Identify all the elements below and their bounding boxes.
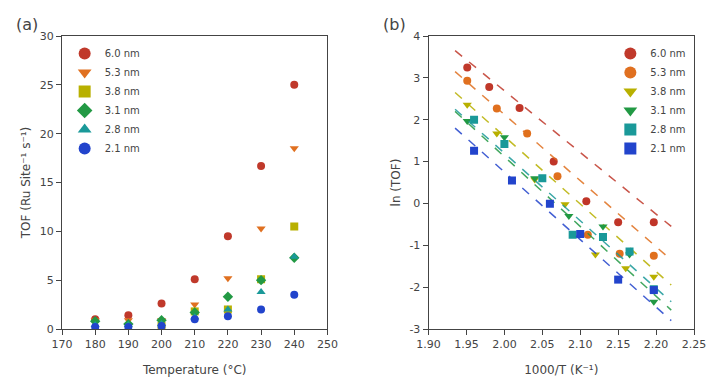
svg-text:250: 250 — [317, 338, 338, 351]
svg-text:190: 190 — [118, 338, 139, 351]
svg-text:-2: -2 — [409, 281, 420, 294]
svg-text:3.1 nm: 3.1 nm — [650, 105, 685, 116]
svg-text:220: 220 — [217, 338, 238, 351]
svg-text:2.15: 2.15 — [606, 338, 631, 351]
svg-text:2.10: 2.10 — [568, 338, 593, 351]
svg-text:1: 1 — [413, 155, 420, 168]
svg-text:0: 0 — [47, 323, 54, 336]
svg-text:170: 170 — [52, 338, 73, 351]
svg-text:25: 25 — [40, 79, 54, 92]
svg-text:3.8 nm: 3.8 nm — [105, 86, 140, 97]
svg-text:4: 4 — [413, 30, 420, 43]
svg-text:2.25: 2.25 — [682, 338, 707, 351]
svg-text:1.95: 1.95 — [454, 338, 479, 351]
svg-text:5.3 nm: 5.3 nm — [105, 67, 140, 78]
svg-text:200: 200 — [151, 338, 172, 351]
svg-text:5.3 nm: 5.3 nm — [650, 67, 685, 78]
svg-text:1.90: 1.90 — [416, 338, 441, 351]
svg-text:Temperature (°C): Temperature (°C) — [142, 363, 247, 377]
svg-text:2.20: 2.20 — [644, 338, 669, 351]
svg-text:(b): (b) — [383, 15, 406, 34]
svg-text:2: 2 — [413, 114, 420, 127]
svg-text:240: 240 — [284, 338, 305, 351]
svg-text:20: 20 — [40, 128, 54, 141]
svg-text:2.8 nm: 2.8 nm — [650, 124, 685, 135]
svg-text:2.8 nm: 2.8 nm — [105, 124, 140, 135]
svg-text:6.0 nm: 6.0 nm — [105, 48, 140, 59]
svg-text:-3: -3 — [409, 323, 420, 336]
svg-text:2.00: 2.00 — [492, 338, 517, 351]
svg-text:TOF (Ru Site⁻¹ s⁻¹): TOF (Ru Site⁻¹ s⁻¹) — [19, 127, 33, 239]
svg-text:6.0 nm: 6.0 nm — [650, 48, 685, 59]
svg-text:180: 180 — [85, 338, 106, 351]
svg-text:2.1 nm: 2.1 nm — [105, 143, 140, 154]
svg-text:0: 0 — [413, 197, 420, 210]
svg-text:230: 230 — [251, 338, 272, 351]
svg-text:3: 3 — [413, 72, 420, 85]
svg-text:30: 30 — [40, 30, 54, 43]
svg-text:(a): (a) — [16, 15, 38, 34]
svg-text:-1: -1 — [409, 239, 420, 252]
svg-text:3.8 nm: 3.8 nm — [650, 86, 685, 97]
svg-text:210: 210 — [184, 338, 205, 351]
svg-text:5: 5 — [47, 274, 54, 287]
svg-text:10: 10 — [40, 225, 54, 238]
svg-text:15: 15 — [40, 176, 54, 189]
svg-text:2.1 nm: 2.1 nm — [650, 143, 685, 154]
svg-text:2.05: 2.05 — [530, 338, 555, 351]
svg-text:ln (TOF): ln (TOF) — [389, 159, 403, 207]
svg-text:1000/T (K⁻¹): 1000/T (K⁻¹) — [524, 363, 598, 377]
svg-text:3.1 nm: 3.1 nm — [105, 105, 140, 116]
